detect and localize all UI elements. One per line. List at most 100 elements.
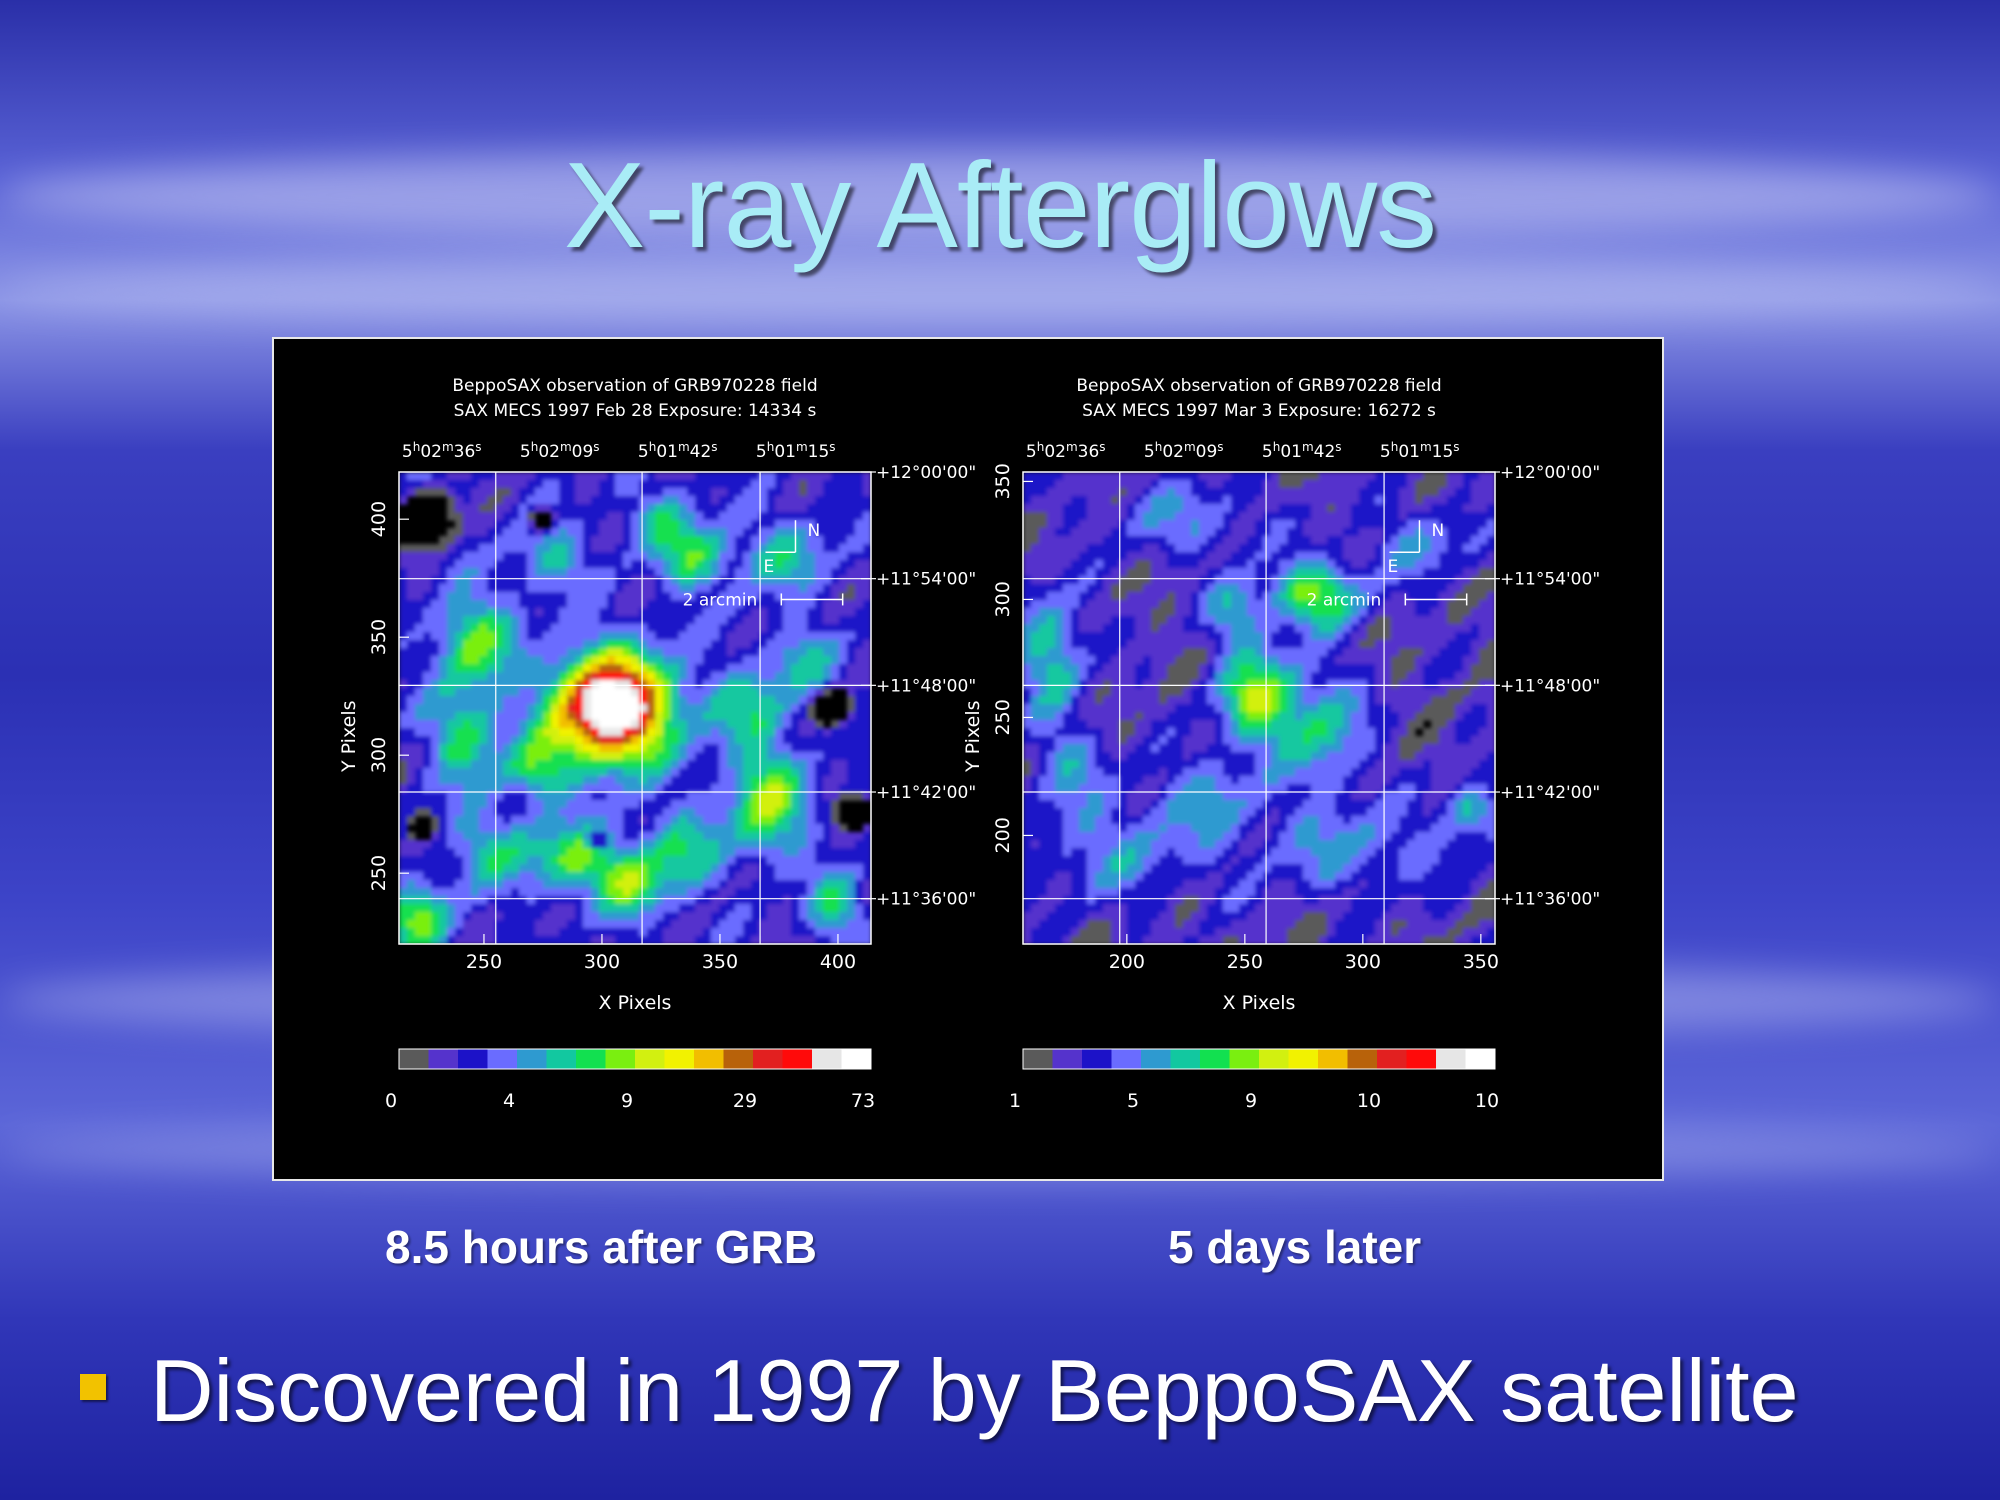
compass-e-label: E: [763, 557, 774, 577]
header-line-2: SAX MECS 1997 Mar 3 Exposure: 16272 s: [1082, 401, 1436, 421]
ra-tick-label: 5h02m36s: [402, 440, 482, 462]
plot-frame: [1022, 471, 1496, 945]
ra-tick-label: 5h02m36s: [1026, 440, 1106, 462]
colorbar-swatch: [576, 1049, 606, 1069]
colorbar-swatch: [664, 1049, 695, 1069]
colorbar-label: 0: [385, 1090, 397, 1112]
colorbar-swatch: [1288, 1049, 1319, 1069]
colorbar-label: 10: [1475, 1090, 1499, 1112]
y-tick-label: 300: [992, 581, 1014, 617]
y-tick-label: 350: [992, 463, 1014, 499]
dec-tick-label: +11°36'00": [1500, 890, 1600, 910]
dec-tick-label: +11°36'00": [876, 890, 976, 910]
dec-tick-label: +11°48'00": [876, 676, 976, 696]
colorbar-swatch: [812, 1049, 842, 1069]
y-axis-label: Y Pixels: [338, 701, 360, 774]
slide-title: X-ray Afterglows: [563, 137, 1437, 273]
colorbar-swatch: [487, 1049, 518, 1069]
colorbar-label: 1: [1009, 1090, 1021, 1112]
colorbar-swatch: [1436, 1049, 1466, 1069]
caption-left: 8.5 hours after GRB: [385, 1221, 817, 1273]
colorbar-label: 9: [1245, 1090, 1257, 1112]
y-tick-label: 250: [992, 699, 1014, 735]
dec-tick-label: +11°42'00": [1500, 783, 1600, 803]
colorbar-swatch: [1023, 1049, 1053, 1069]
colorbar-swatch: [546, 1049, 577, 1069]
colorbar-swatch: [1465, 1049, 1496, 1069]
colorbar-swatch: [841, 1049, 872, 1069]
dec-tick-label: +11°48'00": [1500, 676, 1600, 696]
colorbar-swatch: [753, 1049, 783, 1069]
dec-tick-label: +11°54'00": [876, 570, 976, 590]
colorbar-swatch: [517, 1049, 547, 1069]
panel-mar-3: BeppoSAX observation of GRB970228 field S…: [962, 376, 1600, 1112]
colorbar-swatch: [1318, 1049, 1348, 1069]
ra-tick-label: 5h02m09s: [520, 440, 600, 462]
x-axis-label: X Pixels: [599, 992, 672, 1014]
ra-tick-label: 5h01m15s: [756, 440, 836, 462]
colorbar-label: 10: [1357, 1090, 1381, 1112]
x-tick-label: 350: [702, 951, 738, 973]
panel-feb-28: BeppoSAX observation of GRB970228 field S…: [338, 376, 976, 1112]
colorbar-swatch: [1259, 1049, 1289, 1069]
colorbar-label: 9: [621, 1090, 633, 1112]
ra-tick-label: 5h01m42s: [1262, 440, 1342, 462]
x-axis-label: X Pixels: [1223, 992, 1296, 1014]
colorbar-swatch: [1170, 1049, 1201, 1069]
y-tick-label: 200: [992, 817, 1014, 853]
background-streak: [0, 150, 2000, 240]
ra-tick-label: 5h02m09s: [1144, 440, 1224, 462]
caption-right: 5 days later: [1168, 1221, 1422, 1273]
y-tick-label: 350: [368, 619, 390, 655]
background-streak: [0, 255, 2000, 325]
compass-n-label: N: [1431, 521, 1444, 541]
colorbar-swatch: [782, 1049, 813, 1069]
xray-image-figure: BeppoSAX observation of GRB970228 field S…: [272, 337, 1664, 1181]
plot-frame: [398, 471, 872, 945]
colorbar-swatch: [1377, 1049, 1407, 1069]
colorbar-label: 73: [851, 1090, 875, 1112]
x-tick-label: 300: [1345, 951, 1381, 973]
colorbar-swatch: [1229, 1049, 1260, 1069]
compass-n-label: N: [807, 521, 820, 541]
x-tick-label: 250: [1227, 951, 1263, 973]
dec-tick-label: +12°00'00": [1500, 463, 1600, 483]
colorbar-frame: [398, 1048, 872, 1070]
colorbar-swatch: [1082, 1049, 1112, 1069]
y-tick-label: 300: [368, 737, 390, 773]
colorbar-swatch: [635, 1049, 665, 1069]
y-tick-label: 250: [368, 855, 390, 891]
header-line-2: SAX MECS 1997 Feb 28 Exposure: 14334 s: [454, 401, 817, 421]
dec-tick-label: +11°54'00": [1500, 570, 1600, 590]
x-tick-label: 350: [1463, 951, 1499, 973]
xray-intensity-map: [399, 472, 871, 944]
colorbar-label: 5: [1127, 1090, 1139, 1112]
colorbar-swatch: [1347, 1049, 1378, 1069]
bullet-square-icon: [80, 1374, 106, 1400]
colorbar-swatch: [428, 1049, 459, 1069]
dec-tick-label: +12°00'00": [876, 463, 976, 483]
colorbar-swatch: [1200, 1049, 1230, 1069]
bullet-text: Discovered in 1997 by BeppoSAX satellite: [150, 1341, 1799, 1440]
xray-intensity-map: [1023, 472, 1495, 944]
y-tick-label: 400: [368, 501, 390, 537]
colorbar-swatch: [694, 1049, 724, 1069]
scale-bar-label: 2 arcmin: [683, 590, 758, 610]
x-tick-label: 250: [466, 951, 502, 973]
colorbar-swatch: [1052, 1049, 1083, 1069]
compass-e-label: E: [1387, 557, 1398, 577]
dec-tick-label: +11°42'00": [876, 783, 976, 803]
ra-tick-label: 5h01m42s: [638, 440, 718, 462]
colorbar-swatch: [399, 1049, 429, 1069]
y-axis-label: Y Pixels: [962, 701, 984, 774]
header-line-1: BeppoSAX observation of GRB970228 field: [452, 376, 817, 396]
colorbar-label: 4: [503, 1090, 515, 1112]
colorbar-frame: [1022, 1048, 1496, 1070]
colorbar-swatch: [1111, 1049, 1142, 1069]
colorbar-swatch: [723, 1049, 754, 1069]
colorbar-swatch: [1406, 1049, 1437, 1069]
x-tick-label: 200: [1109, 951, 1145, 973]
header-line-1: BeppoSAX observation of GRB970228 field: [1076, 376, 1441, 396]
ra-tick-label: 5h01m15s: [1380, 440, 1460, 462]
colorbar-swatch: [1141, 1049, 1171, 1069]
